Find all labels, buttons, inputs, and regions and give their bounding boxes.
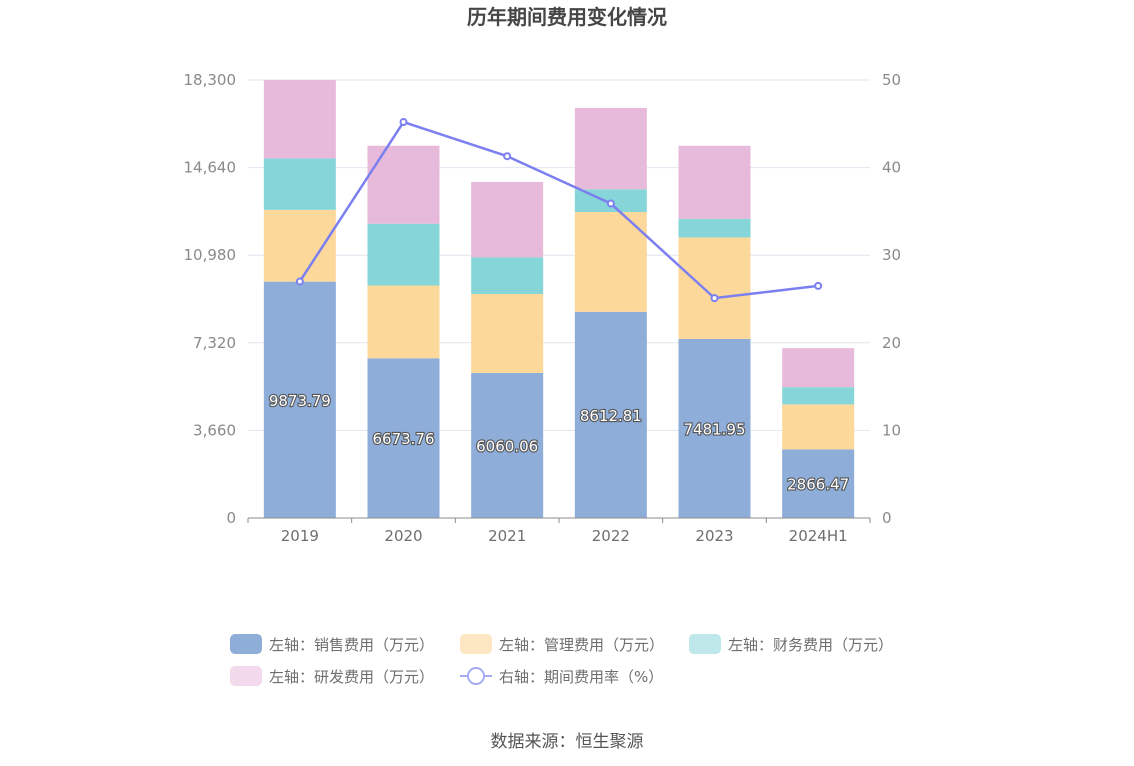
bar-segment (367, 358, 440, 518)
legend-swatch (230, 634, 262, 654)
rate-point (814, 281, 823, 290)
legend-marker-swatch (467, 667, 485, 685)
bar-segment (574, 212, 647, 312)
y-right-tick-label: 10 (882, 421, 901, 439)
legend-swatch (230, 666, 262, 686)
bar-segment (471, 293, 544, 373)
rate-point (399, 118, 408, 127)
y-left-tick-label: 0 (226, 509, 236, 527)
bar-segment (678, 218, 751, 238)
rate-point (503, 152, 512, 161)
chart-title: 历年期间费用变化情况 (467, 5, 667, 29)
legend-label: 左轴：管理费用（万元） (499, 636, 664, 654)
bar-segment (782, 348, 855, 388)
legend-swatch (460, 634, 492, 654)
y-right-tick-label: 40 (882, 159, 901, 177)
bar-segment (471, 257, 544, 294)
legend[interactable]: 左轴：销售费用（万元） 左轴：管理费用（万元） 左轴：财务费用（万元） 左轴：研发费用… (230, 634, 893, 686)
data-label: 8612.81 (580, 407, 642, 425)
y-right-tick-label: 0 (882, 509, 892, 527)
legend-swatch (689, 634, 721, 654)
bar-segment (678, 338, 751, 518)
y-left-tick-label: 18,300 (184, 71, 237, 89)
x-tick-label: 2020 (384, 527, 422, 545)
data-labels: 9873.79 6673.76 6060.06 8612.81 7481.95 2866.… (268, 391, 851, 495)
y-left-tick-label: 14,640 (184, 159, 237, 177)
bar-segment (678, 237, 751, 339)
bar-segment (471, 181, 544, 258)
rate-line (295, 118, 823, 303)
x-tick-label: 2022 (592, 527, 630, 545)
bars (263, 80, 855, 518)
source-note: 数据来源：恒生聚源 (491, 732, 644, 752)
bar-segment (263, 158, 336, 210)
bar-segment (574, 107, 647, 190)
bar-segment (782, 404, 855, 450)
grid (248, 79, 870, 431)
data-label: 2866.47 (787, 476, 849, 494)
bar-segment (367, 223, 440, 286)
y-right-tick-label: 30 (882, 246, 901, 264)
legend-label: 左轴：财务费用（万元） (728, 636, 893, 654)
legend-item[interactable]: 左轴：管理费用（万元） (460, 634, 664, 654)
bar-segment (782, 387, 855, 405)
bar-segment (367, 145, 440, 224)
data-label: 9873.79 (269, 392, 331, 410)
y-left-tick-label: 3,660 (193, 421, 236, 439)
bar-segment (263, 209, 336, 282)
bar-segment (574, 311, 647, 518)
y-left-tick-label: 7,320 (193, 334, 236, 352)
data-label: 7481.95 (683, 420, 745, 438)
legend-item[interactable]: 左轴：研发费用（万元） (230, 666, 434, 686)
x-tick-label: 2024H1 (789, 527, 848, 545)
y-right-tick-label: 20 (882, 334, 901, 352)
legend-label: 左轴：研发费用（万元） (269, 668, 434, 686)
x-tick-label: 2021 (488, 527, 526, 545)
legend-label: 右轴：期间费用率（%） (499, 668, 663, 686)
data-label: 6673.76 (372, 430, 434, 448)
legend-item[interactable]: 右轴：期间费用率（%） (460, 667, 663, 686)
legend-item[interactable]: 左轴：财务费用（万元） (689, 634, 893, 654)
rate-point (710, 294, 719, 303)
rate-point (606, 199, 615, 208)
rate-line-path (298, 120, 819, 300)
bar-segment (678, 145, 751, 219)
legend-item[interactable]: 左轴：销售费用（万元） (230, 634, 434, 654)
bar-segment (471, 372, 544, 518)
y-right-tick-label: 50 (882, 71, 901, 89)
axes: 0 0 3,660 10 7,320 20 10,980 30 14,640 40 18,300 50… (184, 71, 902, 545)
bar-segment (263, 80, 336, 159)
bar-segment (782, 449, 855, 518)
rate-point (295, 277, 304, 286)
y-left-tick-label: 10,980 (184, 246, 237, 264)
data-label: 6060.06 (476, 437, 538, 455)
x-tick-label: 2023 (695, 527, 733, 545)
legend-label: 左轴：销售费用（万元） (269, 636, 434, 654)
x-tick-label: 2019 (281, 527, 319, 545)
bar-segment (367, 285, 440, 359)
bar-segment (263, 281, 336, 518)
